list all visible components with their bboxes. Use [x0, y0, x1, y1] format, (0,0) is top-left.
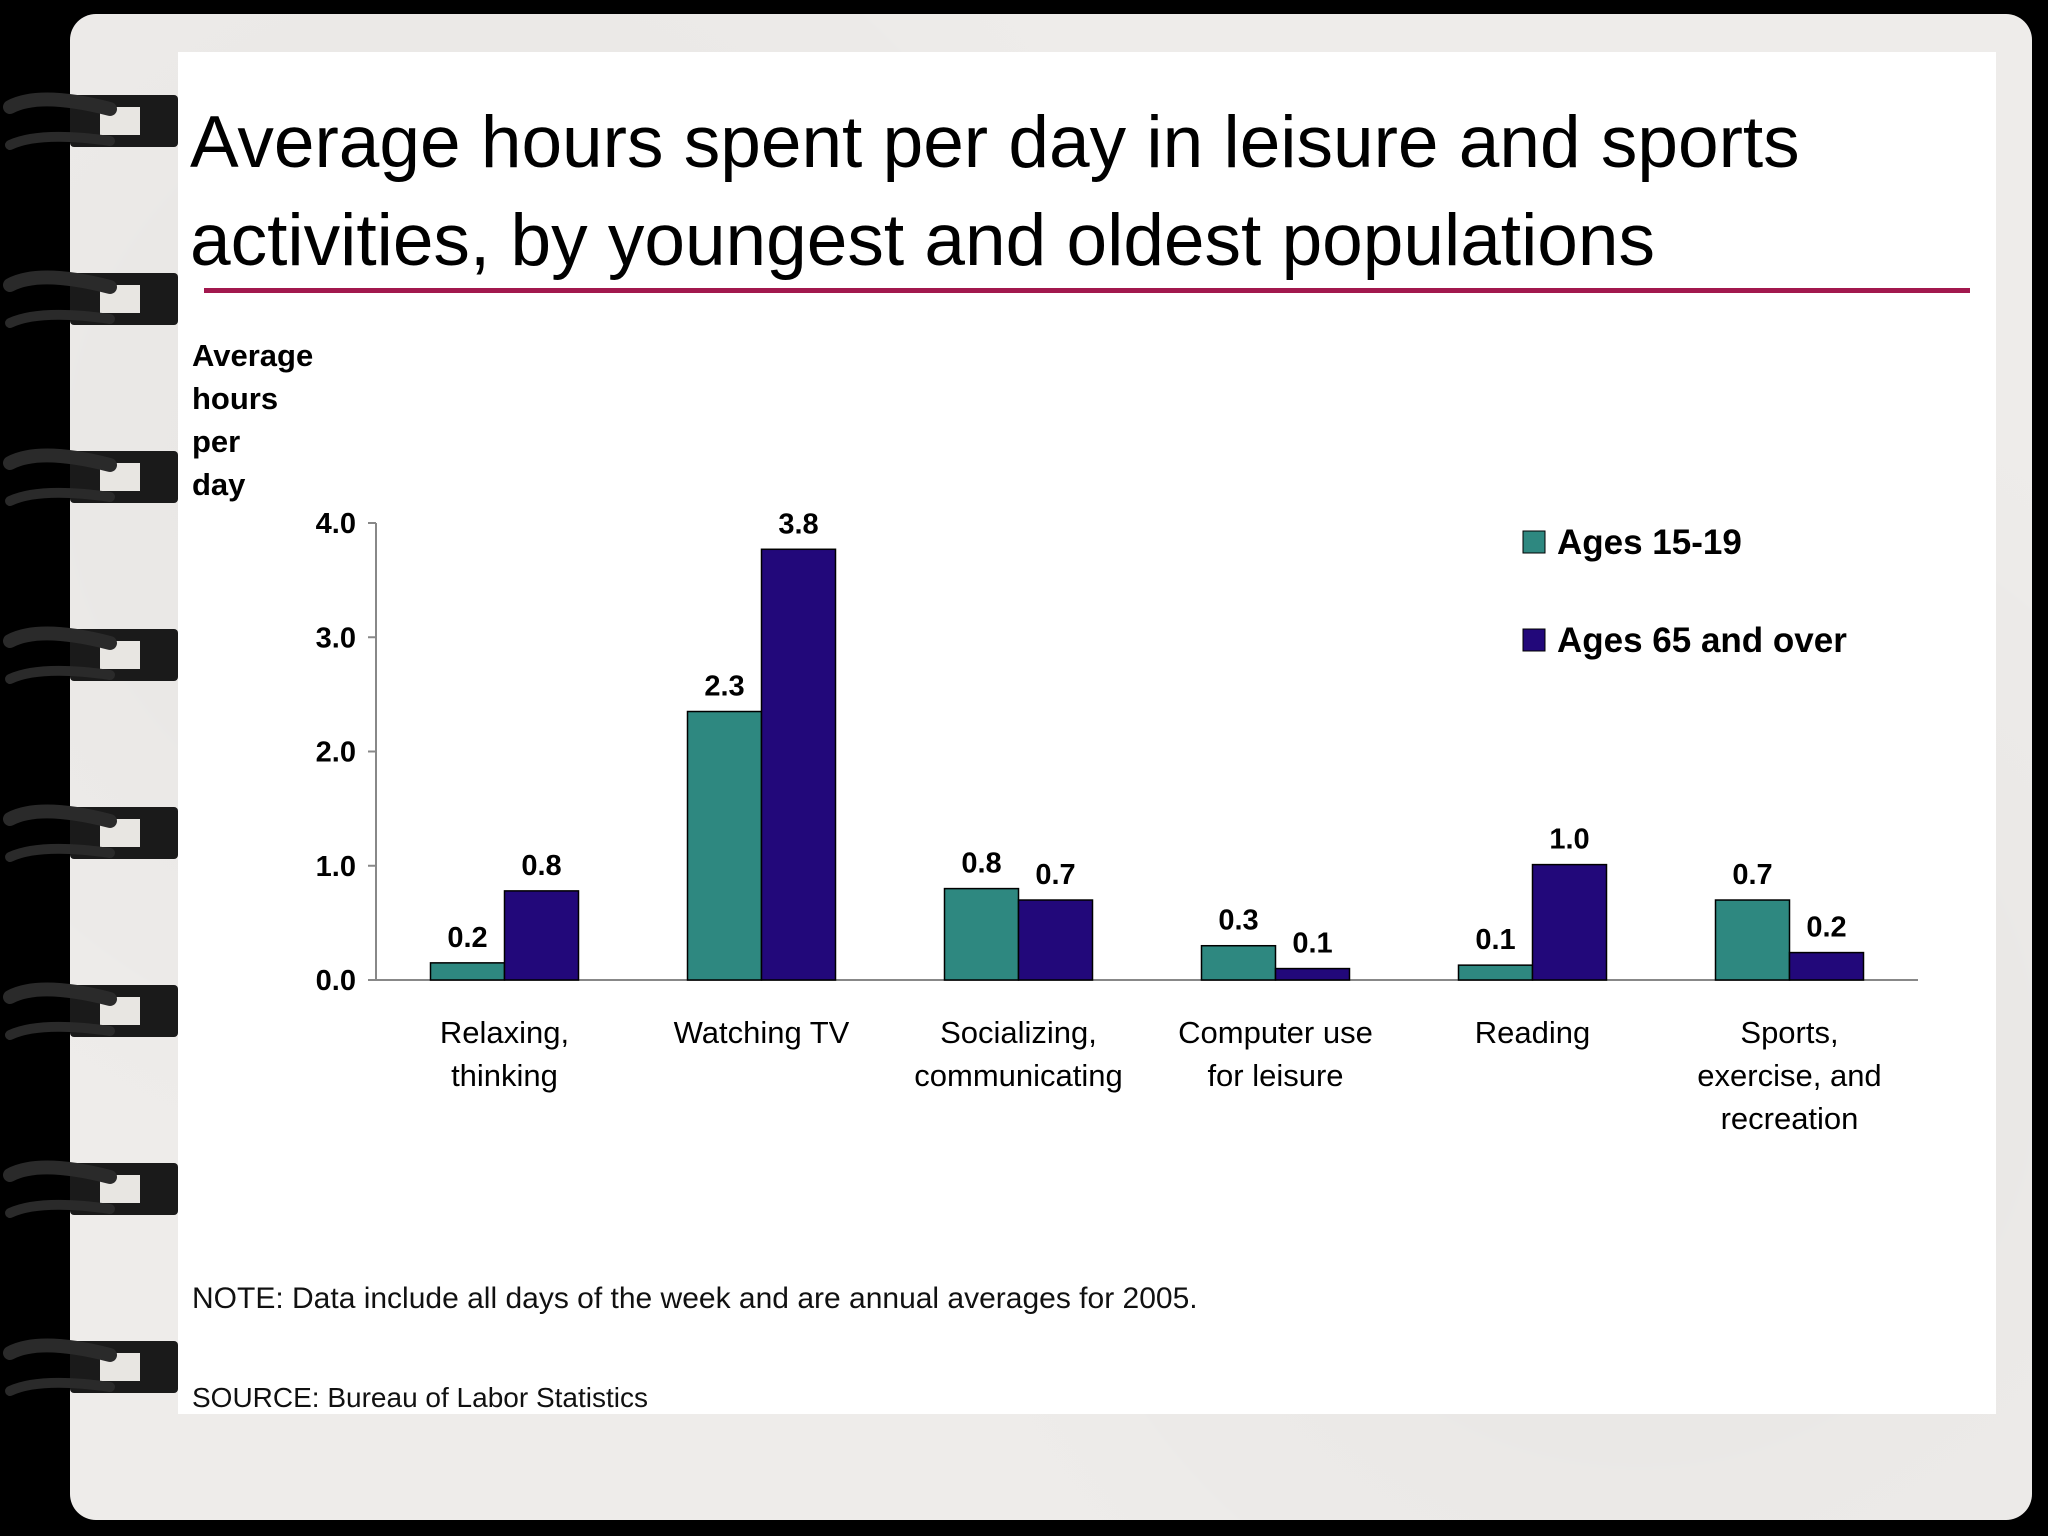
category-label: exercise, and	[1697, 1058, 1881, 1093]
bar-ages-15-19	[943, 887, 1020, 981]
category-label: Reading	[1475, 1015, 1590, 1050]
source-text: SOURCE: Bureau of Labor Statistics	[192, 1382, 648, 1413]
category-label: Watching TV	[674, 1015, 850, 1050]
category-label: recreation	[1721, 1101, 1859, 1136]
bar-value-label: 1.0	[1549, 824, 1589, 856]
category-label: Computer use	[1178, 1015, 1373, 1050]
category-label: for leisure	[1207, 1058, 1343, 1093]
bar-ages-15-19	[1200, 944, 1277, 981]
spiral-binding	[3, 92, 178, 1396]
bar-ages-65-over	[1531, 863, 1608, 981]
bar-value-label: 3.8	[778, 508, 818, 540]
y-label-line: per	[192, 424, 240, 459]
binding-ring	[3, 448, 178, 506]
y-tick-label: 0.0	[316, 965, 356, 997]
bar-ages-65-over	[1274, 967, 1351, 981]
y-label-line: hours	[192, 381, 278, 416]
legend-swatch	[1522, 530, 1546, 554]
binding-ring	[3, 804, 178, 862]
binding-ring	[3, 92, 178, 150]
bar-value-label: 0.2	[1806, 912, 1846, 944]
bar-value-label: 0.7	[1732, 859, 1772, 891]
chart-title: Average hours spent per day in leisure a…	[190, 102, 1800, 281]
category-label: Sports,	[1740, 1015, 1838, 1050]
bar-ages-15-19	[1457, 964, 1534, 981]
category-label: communicating	[914, 1058, 1122, 1093]
legend-swatch	[1522, 628, 1546, 652]
category-label: Relaxing,	[440, 1015, 569, 1050]
slide	[178, 52, 1996, 1414]
legend-label: Ages 65 and over	[1557, 621, 1847, 660]
bar-ages-65-over	[760, 548, 837, 981]
y-tick-label: 3.0	[316, 622, 356, 654]
legend-label: Ages 15-19	[1557, 523, 1742, 562]
legend: Ages 15-19 Ages 65 and over	[1522, 523, 1847, 660]
category-label: Socializing,	[940, 1015, 1097, 1050]
y-tick-label: 1.0	[316, 851, 356, 883]
bar-value-label: 0.1	[1475, 924, 1515, 956]
x-axis-categories: Relaxing, thinking Watching TV Socializing,…	[440, 1015, 1882, 1136]
binding-ring	[3, 1160, 178, 1218]
y-tick-label: 2.0	[316, 737, 356, 769]
y-label-line: Average	[192, 338, 313, 373]
bar-ages-65-over	[1788, 951, 1865, 981]
bars: 0.2 0.8 2.3 3.8 0.8 0.7 0.3 0.1 0.1 1.0 0.7 0.2	[429, 508, 1865, 981]
bar-ages-15-19	[1714, 899, 1791, 981]
bar-ages-15-19	[429, 962, 506, 981]
bar-value-label: 0.2	[447, 922, 487, 954]
bar-value-label: 0.7	[1035, 859, 1075, 891]
y-axis-label: Average hours per day	[192, 338, 313, 502]
binding-ring	[3, 270, 178, 328]
bar-ages-15-19	[686, 710, 763, 981]
bar-value-label: 0.3	[1218, 905, 1258, 937]
bar-ages-65-over	[1017, 899, 1094, 981]
binding-ring	[3, 1338, 178, 1396]
binding-ring	[3, 626, 178, 684]
bar-value-label: 0.8	[961, 848, 1001, 880]
note-text: NOTE: Data include all days of the week …	[192, 1282, 1198, 1315]
y-axis: 0.0 1.0 2.0 3.0 4.0	[316, 508, 1918, 997]
bar-ages-65-over	[503, 890, 580, 981]
title-divider	[204, 288, 1970, 293]
y-tick-label: 4.0	[316, 508, 356, 540]
bar-value-label: 0.1	[1292, 928, 1332, 960]
category-label: thinking	[451, 1058, 558, 1093]
bar-value-label: 0.8	[521, 850, 561, 882]
y-label-line: day	[192, 467, 246, 502]
bar-value-label: 2.3	[704, 671, 744, 703]
binding-ring	[3, 982, 178, 1040]
